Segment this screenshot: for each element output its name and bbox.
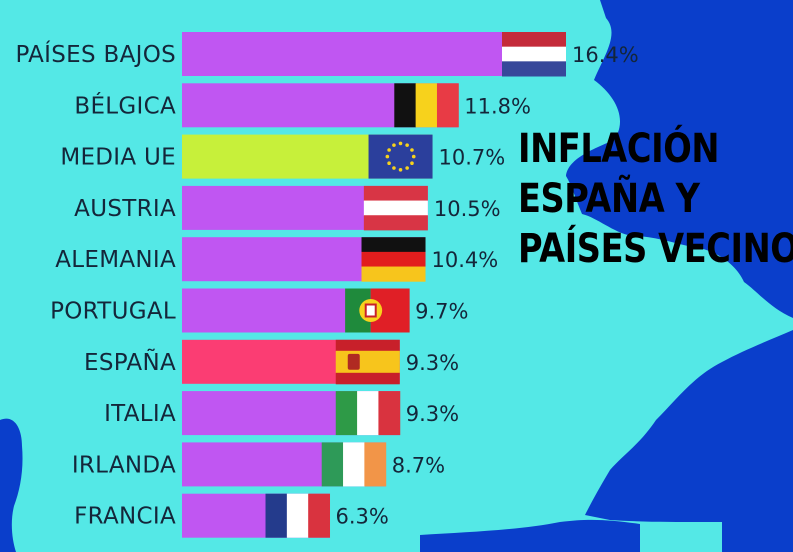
chart-headline: INFLACIÓN ESPAÑA Y PAÍSES VECINOS xyxy=(518,124,793,274)
value-labels: 16.4% 11.8% 10.7% 10.5% 10.4% 9.7% 9.3% 9.3% 8.7… xyxy=(336,43,639,529)
category-label-media-ue: MEDIA UE xyxy=(60,145,176,171)
category-label-paises-bajos: PAÍSES BAJOS xyxy=(15,40,176,68)
category-labels: PAÍSES BAJOS BÉLGICA MEDIA UE AUSTRIA ALEMAN… xyxy=(15,40,176,530)
land-north-east xyxy=(566,0,793,318)
category-label-francia: FRANCIA xyxy=(74,504,176,530)
headline-line-2: ESPAÑA Y xyxy=(518,176,700,222)
belgium-flag xyxy=(394,83,459,128)
france-flag xyxy=(265,493,331,538)
netherlands-flag xyxy=(502,32,566,77)
value-label-austria: 10.5% xyxy=(434,197,501,221)
headline-line-1: INFLACIÓN xyxy=(518,126,720,172)
value-label-media-ue: 10.7% xyxy=(439,146,506,170)
flags xyxy=(265,32,566,538)
land-west xyxy=(0,418,23,552)
category-label-espana: ESPAÑA xyxy=(84,348,176,376)
category-label-italia: ITALIA xyxy=(104,401,176,427)
headline-line-3: PAÍSES VECINOS xyxy=(518,226,793,272)
value-label-alemania: 10.4% xyxy=(432,248,499,272)
category-label-austria: AUSTRIA xyxy=(74,196,176,222)
value-label-belgica: 11.8% xyxy=(464,94,531,118)
italy-flag xyxy=(335,391,401,436)
land-south-east xyxy=(585,330,793,552)
category-label-portugal: PORTUGAL xyxy=(50,299,176,325)
value-label-irlanda: 8.7% xyxy=(392,453,445,477)
category-label-belgica: BÉLGICA xyxy=(74,91,176,119)
germany-flag xyxy=(361,237,426,282)
ireland-flag xyxy=(321,442,387,487)
value-label-paises-bajos: 16.4% xyxy=(572,43,639,67)
value-label-portugal: 9.7% xyxy=(415,300,468,324)
portugal-flag xyxy=(345,288,410,333)
land-south-west-coast xyxy=(420,519,640,552)
value-label-francia: 6.3% xyxy=(336,505,389,529)
austria-flag xyxy=(363,185,428,231)
category-label-irlanda: IRLANDA xyxy=(72,452,176,478)
value-label-espana: 9.3% xyxy=(406,351,459,375)
value-label-italia: 9.3% xyxy=(406,402,459,426)
category-label-alemania: ALEMANIA xyxy=(55,247,176,273)
spain-flag xyxy=(335,339,400,385)
eu-flag xyxy=(368,134,433,179)
